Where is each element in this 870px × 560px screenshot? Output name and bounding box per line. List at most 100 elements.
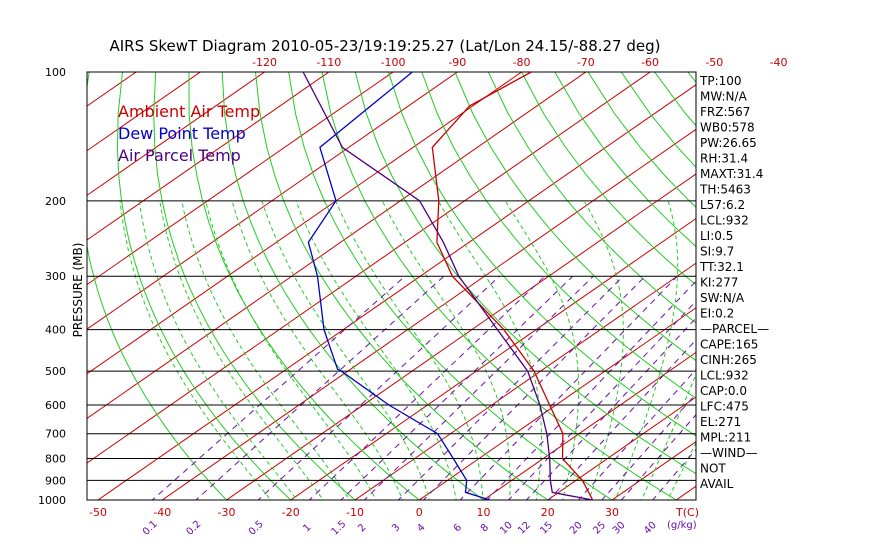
- mixing-ratio-tick-label: 12: [516, 520, 533, 537]
- mixing-ratio-line: [257, 275, 500, 500]
- moist-adiabat: [159, 200, 324, 500]
- sidebar-stat: L57:6.2: [700, 198, 745, 212]
- moist-adiabat: [231, 200, 404, 500]
- dry-adiabat: [521, 72, 696, 286]
- mixing-ratio-tick-label: 15: [538, 520, 555, 537]
- mixing-ratio-tick-label: 6: [452, 522, 464, 534]
- top-temp-tick-label: -120: [252, 56, 277, 69]
- dry-adiabat: [288, 72, 613, 500]
- dry-adiabat: [321, 72, 678, 500]
- moist-adiabat: [261, 200, 430, 500]
- mixing-ratio-line: [151, 275, 406, 500]
- isotherm-line: [97, 84, 696, 500]
- bottom-temp-tick-label: 0: [416, 506, 423, 519]
- isotherm-line: [546, 396, 696, 500]
- moist-adiabat: [640, 372, 696, 500]
- top-temp-tick-label: -50: [705, 56, 723, 69]
- sidebar-stat: EI:0.2: [700, 307, 734, 321]
- sidebar-stat: TP:100: [699, 74, 742, 88]
- sidebar-stat: EL:271: [700, 415, 741, 429]
- dry-adiabat: [221, 72, 485, 500]
- pressure-tick-label: 800: [45, 453, 66, 466]
- sidebar-stat: LCL:932: [700, 214, 749, 228]
- top-temp-tick-label: -80: [513, 56, 531, 69]
- mixing-unit-label: (g/kg): [667, 520, 697, 531]
- top-temp-tick-label: -90: [448, 56, 466, 69]
- sidebar-stat: CAPE:165: [700, 338, 758, 352]
- sidebar-stat: LI:0.5: [700, 229, 733, 243]
- bottom-temp-tick-label: 10: [477, 506, 491, 519]
- isotherm-line: [87, 72, 394, 286]
- mixing-ratio-tick-label: 3: [390, 522, 402, 534]
- pressure-tick-label: 200: [45, 195, 66, 208]
- sidebar-stat: SW:N/A: [700, 291, 745, 305]
- mixing-ratio-tick-label: 4: [415, 522, 427, 534]
- sidebar-stat: AVAIL: [700, 477, 734, 491]
- moist-adiabat: [614, 200, 679, 500]
- dry-adiabat: [153, 72, 356, 500]
- isotherm-line: [354, 262, 696, 500]
- series-layer: [302, 72, 594, 500]
- isotherm-line: [87, 72, 587, 420]
- isotherm-line: [87, 72, 523, 375]
- mixing-ratio-tick-label: 0.5: [247, 519, 266, 538]
- mixing-ratio-tick-label: 25: [591, 520, 608, 537]
- bottom-temp-tick-label: -20: [282, 506, 300, 519]
- sidebar-stat: —PARCEL—: [700, 322, 769, 336]
- pressure-tick-label: 300: [45, 270, 66, 283]
- top-temp-tick-label: -60: [641, 56, 659, 69]
- bottom-unit-label: T(C): [675, 506, 699, 519]
- moist-adiabat: [381, 200, 511, 500]
- sidebar-stat: TH:5463: [699, 183, 751, 197]
- mixing-ratio-line: [340, 275, 574, 500]
- sidebar-stat: PW:26.65: [700, 136, 757, 150]
- moist-adiabat: [205, 200, 377, 500]
- mixing-ratio-tick-label: 0.1: [141, 519, 160, 538]
- isotherm-line: [0, 52, 36, 509]
- mixing-ratio-tick-label: 40: [642, 520, 659, 537]
- sidebar-stat: SI:9.7: [700, 245, 734, 259]
- sidebar-stat: WB0:578: [700, 121, 755, 135]
- mixing-ratio-line: [486, 280, 696, 500]
- top-temp-tick-label: -100: [381, 56, 406, 69]
- dry-adiabat: [116, 72, 292, 500]
- moist-adiabat: [138, 200, 298, 500]
- moist-adiabat: [667, 441, 696, 500]
- sidebar-stat: —WIND—: [700, 446, 758, 460]
- dry-adiabat: [255, 72, 549, 500]
- mixing-ratio-line: [507, 300, 696, 500]
- mixing-ratio-tick-label: 8: [479, 522, 491, 534]
- dry-adiabat: [421, 72, 696, 399]
- sidebar-stat: NOT: [700, 462, 726, 476]
- sidebar-stat: FRZ:567: [700, 105, 750, 119]
- isotherm-line: [289, 217, 696, 500]
- mixing-ratio-line: [577, 368, 696, 500]
- dry-adiabat: [821, 72, 870, 509]
- moist-adiabat: [504, 200, 580, 500]
- top-temp-tick-label: -70: [577, 56, 595, 69]
- sidebar-stat: KI:277: [700, 276, 738, 290]
- sidebar-stat: MAXT:31.4: [700, 167, 763, 181]
- legend-ambient: Ambient Air Temp: [118, 102, 260, 121]
- top-temp-tick-label: -110: [316, 56, 341, 69]
- mixing-ratio-tick-label: 2: [356, 522, 368, 534]
- mixing-ratio-tick-label: 0.2: [184, 519, 203, 538]
- mixing-ratio-tick-label: 1: [301, 522, 313, 534]
- mixing-ratio-line: [548, 339, 696, 500]
- sidebar-stat: RH:31.4: [700, 152, 748, 166]
- bottom-temp-tick-label: -30: [218, 506, 236, 519]
- isotherm-line: [225, 173, 696, 500]
- pressure-lines: [86, 71, 697, 501]
- pressure-tick-label: 400: [45, 324, 66, 337]
- dry-adiabat: [454, 72, 696, 362]
- isotherm-line: [87, 72, 266, 196]
- moist-adiabat: [335, 200, 484, 500]
- dry-adiabat: [754, 72, 870, 509]
- sidebar-stat: LFC:475: [700, 400, 749, 414]
- moist-adiabat: [181, 200, 351, 500]
- isotherm-line: [87, 72, 330, 241]
- mixing-ratio-line: [363, 275, 594, 500]
- isotherm-line: [418, 307, 696, 500]
- mixing-ratio-line: [601, 393, 696, 500]
